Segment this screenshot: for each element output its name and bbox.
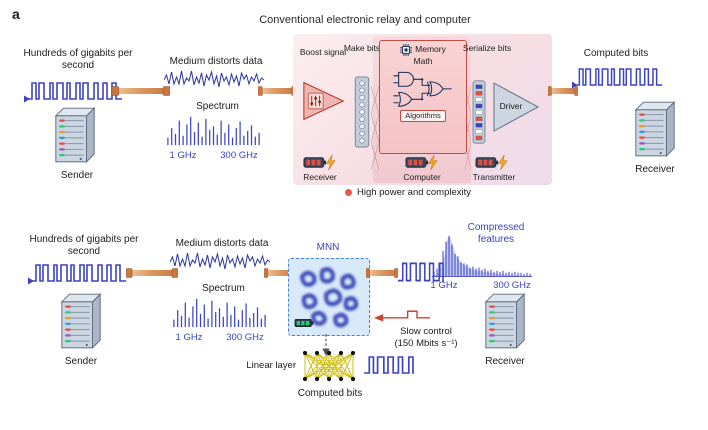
bottom-freq-high-label: 300 GHz (226, 332, 264, 343)
high-power-annotation: High power and complexity (308, 187, 508, 198)
receiver-server-icon (635, 101, 675, 157)
linear-layer-label: Linear layer (246, 360, 296, 371)
top-medium-label: Medium distorts data (169, 56, 263, 67)
transmitter-power-battery-icon (475, 154, 508, 171)
linear-layer-network-icon (302, 350, 356, 382)
transmitter-unit-label: Transmitter (472, 172, 516, 182)
receiver-power-battery-icon (303, 154, 336, 171)
relay-computer-box: Boost signal Make bits Memory Math Algor… (293, 34, 552, 185)
math-label: Math (413, 56, 433, 66)
computer-power-battery-icon (405, 154, 438, 171)
spectrum-plot-icon (173, 298, 266, 328)
top-receiver-label: Receiver (635, 164, 675, 175)
top-sender-label: Sender (60, 170, 94, 181)
slow-control-label: Slow control (400, 326, 452, 337)
cable-icon (112, 86, 170, 96)
top-title: Conventional electronic relay and comput… (259, 14, 471, 26)
compressed-features-label: Compressed features (467, 222, 525, 246)
top-input-rate-label: Hundreds of gigabits per second (23, 48, 133, 72)
bottom-sender-label: Sender (64, 356, 98, 367)
logic-gates-icon (392, 71, 453, 107)
distorted-signal-waveform-icon (170, 252, 270, 270)
slow-control-rate-label: (150 Mbits s⁻¹) (394, 338, 458, 349)
cable-icon (258, 86, 296, 96)
slow-control-signal-arrow-icon (373, 310, 431, 323)
mnn-label: MNN (316, 242, 340, 253)
make-bits-label: Make bits (343, 43, 381, 53)
digital-signal-waveform-icon (363, 356, 414, 374)
memory-chip-icon (400, 44, 413, 56)
driver-label: Driver (499, 101, 523, 111)
computer-box: Memory Math Algorithms (379, 40, 467, 154)
digital-signal-waveform-icon (28, 264, 127, 286)
low-power-battery-icon (294, 318, 314, 328)
cable-icon (366, 268, 398, 278)
serialize-bits-label: Serialize bits (462, 43, 512, 53)
digital-signal-waveform-icon (24, 82, 123, 104)
red-dot-icon (344, 189, 352, 197)
top-computed-bits-label: Computed bits (583, 48, 649, 59)
algorithms-badge: Algorithms (400, 109, 446, 123)
bottom-spectrum-label: Spectrum (202, 283, 245, 294)
panel-label: a (12, 6, 20, 22)
high-power-text: High power and complexity (356, 187, 472, 198)
amplifier-icon (303, 82, 344, 120)
receiver-unit-label: Receiver (303, 172, 337, 182)
bottom-computed-bits-label: Computed bits (297, 388, 363, 399)
memory-row: Memory (400, 44, 446, 56)
top-freq-low-label: 1 GHz (169, 150, 197, 161)
adc-block-icon (354, 76, 370, 148)
spectrum-plot-icon (167, 116, 260, 146)
bottom-input-rate-label: Hundreds of gigabits per second (29, 234, 139, 258)
top-freq-high-label: 300 GHz (220, 150, 258, 161)
sender-server-icon (55, 107, 95, 163)
computer-unit-label: Computer (403, 172, 441, 182)
compressed-freq-low-label: 1 GHz (430, 280, 458, 291)
sender-server-icon (61, 293, 101, 349)
routing-lines-icon (371, 85, 379, 171)
digital-signal-waveform-icon (572, 68, 663, 90)
memory-label: Memory (415, 44, 446, 55)
serializer-block-icon (472, 80, 486, 144)
distorted-signal-waveform-icon (164, 70, 264, 88)
bottom-freq-low-label: 1 GHz (175, 332, 203, 343)
compressed-freq-high-label: 300 GHz (493, 280, 531, 291)
bottom-medium-label: Medium distorts data (175, 238, 269, 249)
receiver-server-icon (485, 293, 525, 349)
mnn-box (288, 258, 370, 336)
bottom-receiver-label: Receiver (485, 356, 525, 367)
top-spectrum-label: Spectrum (196, 101, 239, 112)
boost-signal-label: Boost signal (299, 47, 347, 57)
